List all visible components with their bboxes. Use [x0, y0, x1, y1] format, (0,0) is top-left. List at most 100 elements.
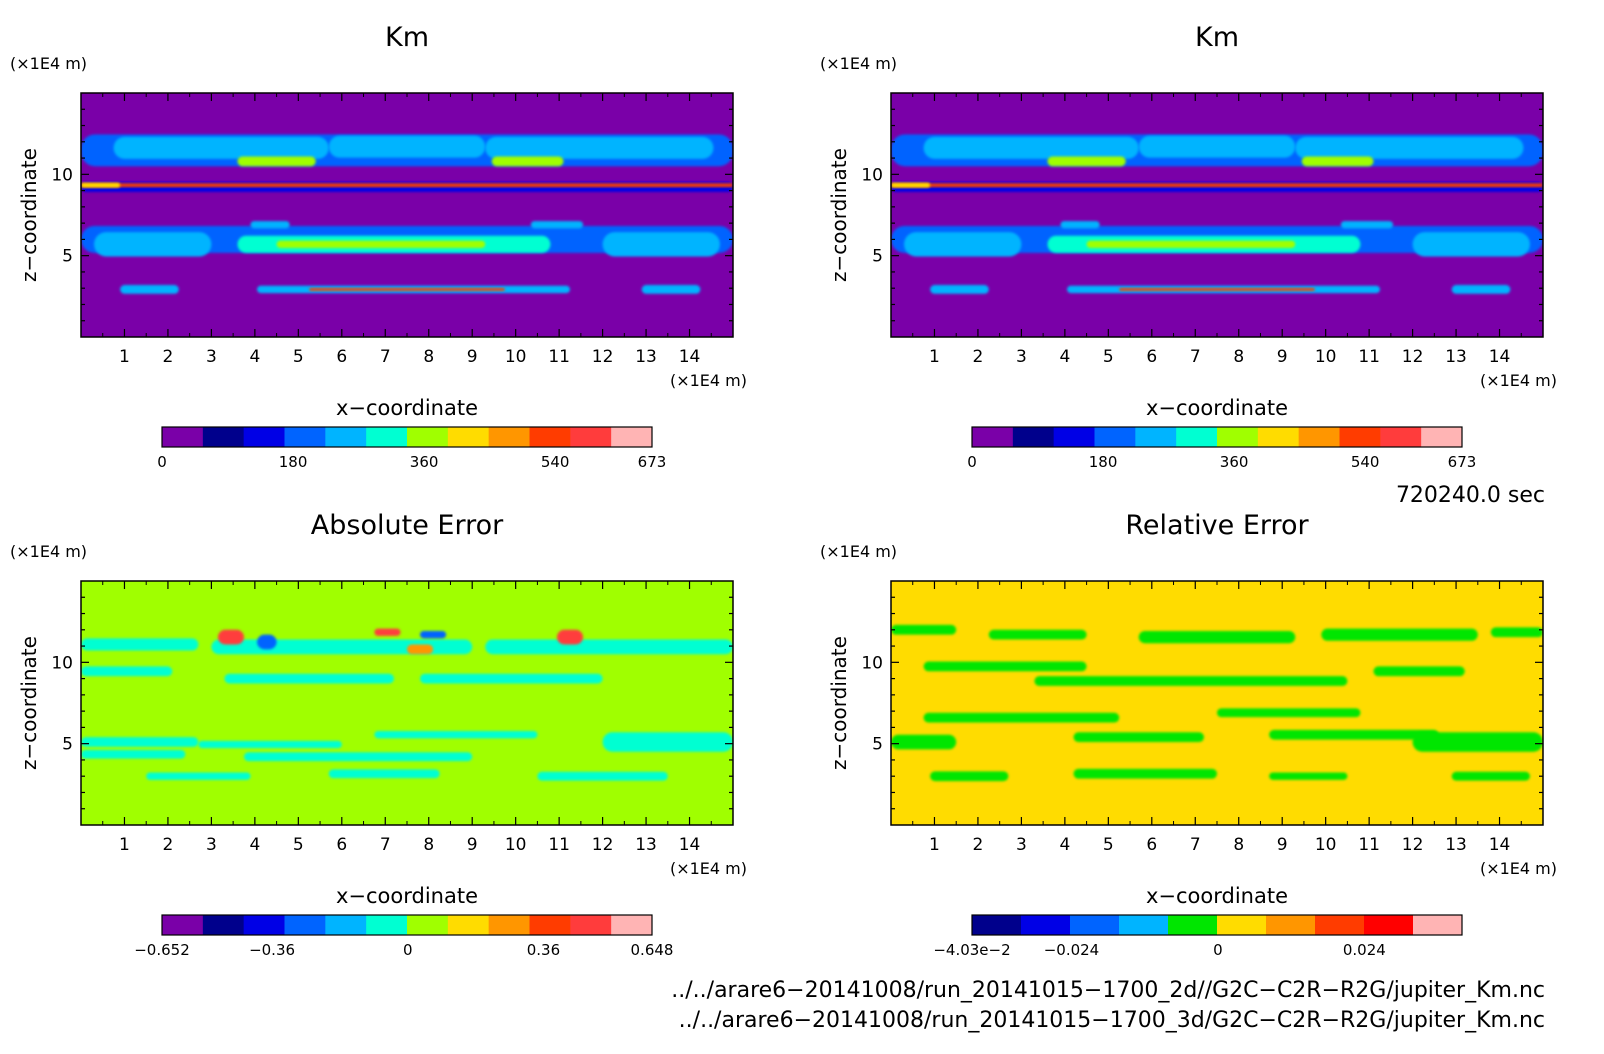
chart-panel: Absolute Error(×1E4 m)1 2 3 4 5 6 7 8 9 10 11 12 13 1…	[10, 510, 747, 959]
x-tick-label: 14	[679, 835, 701, 855]
colorbar-segment	[243, 427, 285, 447]
field-contour	[485, 639, 733, 655]
colorbar-segment	[1168, 915, 1218, 935]
colorbar-segment	[570, 427, 612, 447]
x-tick-label: 4	[1059, 835, 1070, 855]
y-axis-label: z−coordinate	[17, 148, 41, 282]
colorbar-segment	[529, 915, 571, 935]
colorbar-segment	[972, 915, 1022, 935]
y-axis-label: z−coordinate	[827, 636, 851, 770]
field-contour	[407, 644, 434, 655]
x-tick-label: 10	[1315, 347, 1337, 367]
colorbar-frame	[161, 426, 653, 448]
x-tick-label: 12	[592, 835, 614, 855]
field-contour	[602, 732, 733, 752]
x-axis-label: x−coordinate	[1146, 884, 1288, 908]
x-tick-label: 13	[1445, 835, 1467, 855]
colorbar-segment	[447, 427, 490, 447]
colorbar-tick-label: 0	[1213, 941, 1223, 959]
x-tick-label: 14	[1489, 835, 1511, 855]
colorbar-segment	[1298, 427, 1340, 447]
y-tick-label: 10	[861, 165, 883, 185]
x-tick-label: 14	[679, 347, 701, 367]
field-contour	[1138, 135, 1296, 158]
file-path-1: ../../arare6−20141008/run_20141015−1700_…	[671, 978, 1545, 1003]
colorbar-frame	[971, 426, 1463, 448]
x-tick-label: 2	[163, 835, 174, 855]
x-tick-label: 9	[1277, 347, 1288, 367]
colorbar-tick-label: 0	[403, 941, 413, 959]
x-tick-label: 13	[635, 835, 657, 855]
field-contour	[217, 629, 244, 645]
x-tick-label: 5	[1103, 347, 1114, 367]
field-contour	[930, 771, 1009, 782]
x-tick-label: 1	[119, 835, 130, 855]
x-tick-label: 12	[1402, 835, 1424, 855]
colorbar-segment	[325, 427, 367, 447]
x-tick-label: 11	[548, 835, 570, 855]
y-tick-label: 5	[62, 735, 73, 755]
x-tick-label: 10	[1315, 835, 1337, 855]
field-contour	[420, 631, 447, 639]
colorbar-tick-label: 0.648	[631, 941, 674, 959]
field-contour	[1047, 156, 1126, 167]
colorbar-segment	[1413, 915, 1463, 935]
colorbar-segment	[570, 915, 612, 935]
colorbar-segment	[1119, 915, 1169, 935]
field-contour	[328, 135, 486, 158]
colorbar-frame	[971, 914, 1463, 936]
colorbar-segment	[1266, 915, 1316, 935]
y-tick-label: 5	[872, 247, 883, 267]
y-tick-label: 10	[51, 165, 73, 185]
y-unit-label: (×1E4 m)	[10, 542, 87, 561]
field-contour	[1086, 240, 1296, 248]
colorbar-segment	[1135, 427, 1177, 447]
field-contour	[146, 772, 251, 780]
plot-area	[81, 93, 733, 337]
field-contour	[891, 734, 957, 750]
x-tick-label: 5	[293, 835, 304, 855]
x-tick-label: 2	[973, 347, 984, 367]
x-tick-label: 4	[249, 347, 260, 367]
x-tick-label: 12	[1402, 347, 1424, 367]
colorbar-segment	[1364, 915, 1414, 935]
colorbar-segment	[1217, 427, 1259, 447]
colorbar-tick-label: 180	[279, 453, 308, 471]
field-contour	[1412, 732, 1543, 752]
colorbar-segment	[1315, 915, 1365, 935]
colorbar-segment	[1070, 915, 1120, 935]
field-layer	[891, 134, 1543, 294]
x-unit-label: (×1E4 m)	[670, 859, 747, 878]
field-contour	[1034, 676, 1348, 686]
x-tick-label: 8	[1233, 347, 1244, 367]
x-tick-label: 3	[1016, 347, 1027, 367]
field-contour	[1412, 232, 1530, 257]
plot-area	[891, 93, 1543, 337]
field-contour	[485, 136, 714, 159]
colorbar-segment	[1053, 427, 1095, 447]
colorbar-tick-label: 360	[1220, 453, 1249, 471]
colorbar-segment	[529, 427, 571, 447]
x-tick-label: 6	[336, 835, 347, 855]
colorbar-segment	[325, 915, 367, 935]
field-contour	[891, 624, 957, 635]
colorbar-segment	[1339, 427, 1381, 447]
x-tick-label: 8	[423, 835, 434, 855]
field-contour	[923, 136, 1139, 159]
field-contour	[1295, 136, 1524, 159]
field-contour	[211, 639, 473, 655]
x-tick-label: 11	[1358, 835, 1380, 855]
field-layer	[891, 624, 1543, 782]
x-tick-label: 7	[380, 347, 391, 367]
x-tick-label: 9	[1277, 835, 1288, 855]
x-tick-label: 2	[163, 347, 174, 367]
field-contour	[1451, 285, 1511, 294]
field-contour	[374, 628, 401, 636]
plot-area	[891, 581, 1543, 825]
field-contour	[556, 629, 584, 645]
colorbar-tick-label: −0.652	[134, 941, 190, 959]
x-tick-label: 9	[467, 347, 478, 367]
colorbar-segment	[407, 915, 449, 935]
colorbar-segment	[1380, 427, 1422, 447]
